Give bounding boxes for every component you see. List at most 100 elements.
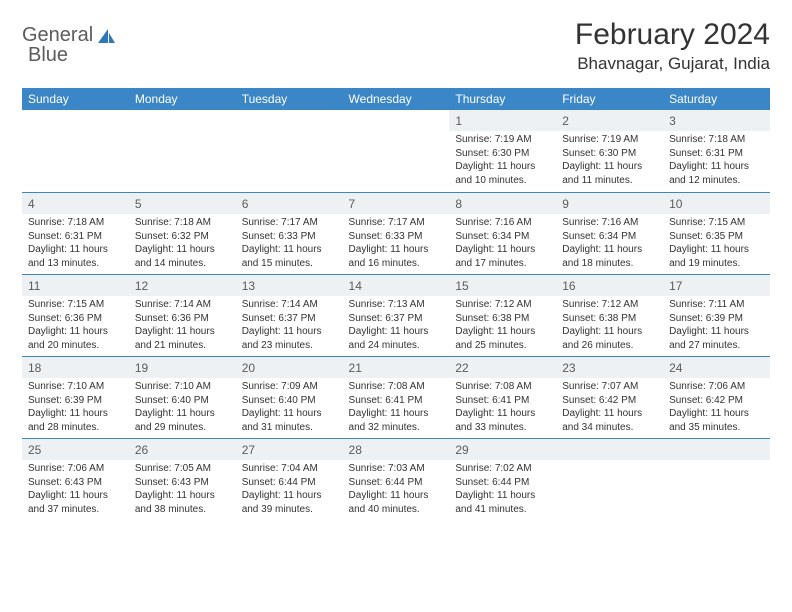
calendar-cell: 5 Sunrise: 7:18 AMSunset: 6:32 PMDaylight… xyxy=(129,192,236,274)
day-number-row: 24 xyxy=(663,356,770,378)
day-number: 1 xyxy=(455,114,462,128)
day-number-row: 20 xyxy=(236,356,343,378)
day-detail: Sunrise: 7:14 AMSunset: 6:36 PMDaylight:… xyxy=(129,296,236,352)
calendar-cell: 2 Sunrise: 7:19 AMSunset: 6:30 PMDaylight… xyxy=(556,110,663,192)
calendar-cell: 3Sunrise: 7:18 AMSunset: 6:31 PMDaylight… xyxy=(663,110,770,192)
day-number: 12 xyxy=(135,279,148,293)
day-number-row: 14 xyxy=(343,274,450,296)
day-number-row: 29 xyxy=(449,438,556,460)
calendar-page: General February 2024 Bhavnagar, Gujarat… xyxy=(0,0,792,532)
day-detail: Sunrise: 7:03 AMSunset: 6:44 PMDaylight:… xyxy=(343,460,450,516)
day-number: 3 xyxy=(669,114,676,128)
col-monday: Monday xyxy=(129,88,236,110)
calendar-cell: 23 Sunrise: 7:07 AMSunset: 6:42 PMDayligh… xyxy=(556,356,663,438)
day-number-row xyxy=(663,438,770,460)
day-number-row: 13 xyxy=(236,274,343,296)
day-number: 14 xyxy=(349,279,362,293)
day-detail: Sunrise: 7:08 AMSunset: 6:41 PMDaylight:… xyxy=(449,378,556,434)
day-number-row: 8 xyxy=(449,192,556,214)
calendar-cell: 22Sunrise: 7:08 AMSunset: 6:41 PMDayligh… xyxy=(449,356,556,438)
day-number-row: 6 xyxy=(236,192,343,214)
calendar-cell xyxy=(663,438,770,520)
day-detail: Sunrise: 7:19 AMSunset: 6:30 PMDaylight:… xyxy=(556,131,663,187)
day-number-row xyxy=(556,438,663,460)
calendar-cell: 25Sunrise: 7:06 AMSunset: 6:43 PMDayligh… xyxy=(22,438,129,520)
calendar-cell: 27 Sunrise: 7:04 AMSunset: 6:44 PMDayligh… xyxy=(236,438,343,520)
calendar-cell: 29Sunrise: 7:02 AMSunset: 6:44 PMDayligh… xyxy=(449,438,556,520)
calendar-cell xyxy=(236,110,343,192)
col-thursday: Thursday xyxy=(449,88,556,110)
calendar-row: 1 Sunrise: 7:19 AMSunset: 6:30 PMDaylight… xyxy=(22,110,770,192)
calendar-cell: 1Sunrise: 7:19 AMSunset: 6:30 PMDaylight… xyxy=(449,110,556,192)
col-sunday: Sunday xyxy=(22,88,129,110)
calendar-cell: 9 Sunrise: 7:16 AMSunset: 6:34 PMDaylight… xyxy=(556,192,663,274)
calendar-cell: 13Sunrise: 7:14 AMSunset: 6:37 PMDayligh… xyxy=(236,274,343,356)
day-detail: Sunrise: 7:18 AMSunset: 6:32 PMDaylight:… xyxy=(129,214,236,270)
day-detail: Sunrise: 7:16 AMSunset: 6:34 PMDaylight:… xyxy=(556,214,663,270)
day-number-row: 11 xyxy=(22,274,129,296)
day-number-row: 22 xyxy=(449,356,556,378)
calendar-cell: 15 Sunrise: 7:12 AMSunset: 6:38 PMDayligh… xyxy=(449,274,556,356)
day-number-row: 2 xyxy=(556,110,663,131)
header: General February 2024 Bhavnagar, Gujarat… xyxy=(22,18,770,74)
day-detail: Sunrise: 7:10 AMSunset: 6:40 PMDaylight:… xyxy=(129,378,236,434)
day-number: 16 xyxy=(562,279,575,293)
day-detail: Sunrise: 7:09 AMSunset: 6:40 PMDaylight:… xyxy=(236,378,343,434)
calendar-row: 25Sunrise: 7:06 AMSunset: 6:43 PMDayligh… xyxy=(22,438,770,520)
day-number: 7 xyxy=(349,197,356,211)
day-number: 23 xyxy=(562,361,575,375)
day-number-row: 28 xyxy=(343,438,450,460)
day-detail: Sunrise: 7:17 AMSunset: 6:33 PMDaylight:… xyxy=(343,214,450,270)
col-wednesday: Wednesday xyxy=(343,88,450,110)
day-number-row: 27 xyxy=(236,438,343,460)
day-number-row: 15 xyxy=(449,274,556,296)
calendar-cell: 6Sunrise: 7:17 AMSunset: 6:33 PMDaylight… xyxy=(236,192,343,274)
calendar-cell: 14Sunrise: 7:13 AMSunset: 6:37 PMDayligh… xyxy=(343,274,450,356)
day-number: 2 xyxy=(562,114,569,128)
day-number: 5 xyxy=(135,197,142,211)
calendar-cell: 26Sunrise: 7:05 AMSunset: 6:43 PMDayligh… xyxy=(129,438,236,520)
day-number-row: 1 xyxy=(449,110,556,131)
day-detail: Sunrise: 7:12 AMSunset: 6:38 PMDaylight:… xyxy=(556,296,663,352)
day-detail: Sunrise: 7:17 AMSunset: 6:33 PMDaylight:… xyxy=(236,214,343,270)
day-detail: Sunrise: 7:10 AMSunset: 6:39 PMDaylight:… xyxy=(22,378,129,434)
calendar-table: Sunday Monday Tuesday Wednesday Thursday… xyxy=(22,88,770,520)
day-number: 21 xyxy=(349,361,362,375)
day-detail: Sunrise: 7:12 AMSunset: 6:38 PMDaylight:… xyxy=(449,296,556,352)
calendar-body: 1 Sunrise: 7:19 AMSunset: 6:30 PMDaylight… xyxy=(22,110,770,520)
day-number-row: 23 xyxy=(556,356,663,378)
day-detail: Sunrise: 7:14 AMSunset: 6:37 PMDaylight:… xyxy=(236,296,343,352)
day-number: 24 xyxy=(669,361,682,375)
day-number: 19 xyxy=(135,361,148,375)
day-detail: Sunrise: 7:06 AMSunset: 6:43 PMDaylight:… xyxy=(22,460,129,516)
day-detail: Sunrise: 7:04 AMSunset: 6:44 PMDaylight:… xyxy=(236,460,343,516)
day-detail: Sunrise: 7:18 AMSunset: 6:31 PMDaylight:… xyxy=(22,214,129,270)
day-number-row: 21 xyxy=(343,356,450,378)
day-number-row: 19 xyxy=(129,356,236,378)
day-number: 9 xyxy=(562,197,569,211)
calendar-cell xyxy=(343,110,450,192)
day-number: 27 xyxy=(242,443,255,457)
day-number: 20 xyxy=(242,361,255,375)
day-detail: Sunrise: 7:06 AMSunset: 6:42 PMDaylight:… xyxy=(663,378,770,434)
calendar-cell xyxy=(129,110,236,192)
col-friday: Friday xyxy=(556,88,663,110)
calendar-cell: 4Sunrise: 7:18 AMSunset: 6:31 PMDaylight… xyxy=(22,192,129,274)
day-detail: Sunrise: 7:02 AMSunset: 6:44 PMDaylight:… xyxy=(449,460,556,516)
day-number-row: 16 xyxy=(556,274,663,296)
day-number-row: 26 xyxy=(129,438,236,460)
brand-text-2: Blue xyxy=(28,44,68,67)
calendar-cell: 19 Sunrise: 7:10 AMSunset: 6:40 PMDayligh… xyxy=(129,356,236,438)
day-number-row: 9 xyxy=(556,192,663,214)
title-block: February 2024 Bhavnagar, Gujarat, India xyxy=(575,18,770,74)
day-number: 8 xyxy=(455,197,462,211)
col-saturday: Saturday xyxy=(663,88,770,110)
calendar-cell: 16 Sunrise: 7:12 AMSunset: 6:38 PMDayligh… xyxy=(556,274,663,356)
day-detail: Sunrise: 7:07 AMSunset: 6:42 PMDaylight:… xyxy=(556,378,663,434)
calendar-cell: 12 Sunrise: 7:14 AMSunset: 6:36 PMDayligh… xyxy=(129,274,236,356)
calendar-row: 11Sunrise: 7:15 AMSunset: 6:36 PMDayligh… xyxy=(22,274,770,356)
day-number-row: 4 xyxy=(22,192,129,214)
calendar-cell: 17Sunrise: 7:11 AMSunset: 6:39 PMDayligh… xyxy=(663,274,770,356)
page-title: February 2024 xyxy=(575,18,770,52)
day-number: 15 xyxy=(455,279,468,293)
